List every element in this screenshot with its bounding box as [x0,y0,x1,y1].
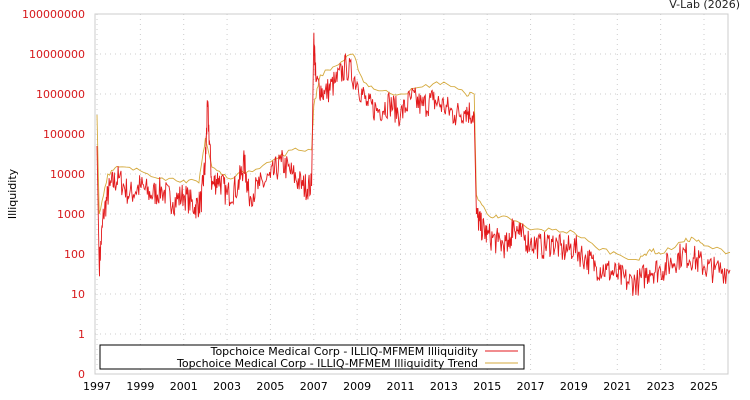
x-axis: 1997 1999 2001 2003 2005 2007 2009 2011 2013 2015… [83,380,718,393]
x-tick-label: 2009 [343,380,371,393]
x-tick-label: 2013 [430,380,458,393]
x-tick-label: 2011 [387,380,415,393]
legend-label-trend: Topchoice Medical Corp - ILLIQ-MFMEM Ill… [176,357,478,370]
grid [95,13,728,375]
x-tick-label: 2005 [256,380,284,393]
legend-label-illiquidity: Topchoice Medical Corp - ILLIQ-MFMEM Ill… [210,345,479,358]
series-line-illiquidity [96,32,731,296]
plot-area [94,13,729,375]
y-tick-label: 0 [78,368,85,381]
y-tick-label: 1 [78,328,85,341]
x-tick-label: 2003 [213,380,241,393]
x-tick-label: 2015 [473,380,501,393]
series-line-trend [96,53,731,261]
series-lines [96,32,731,296]
y-tick-label: 10000 [50,168,85,181]
y-tick-label: 10000000 [29,48,85,61]
y-tick-label: 100 [64,248,85,261]
x-tick-label: 2017 [517,380,545,393]
y-tick-label: 1000000 [36,88,85,101]
y-tick-label: 100000 [43,128,85,141]
x-tick-label: 1999 [126,380,154,393]
x-tick-label: 2023 [647,380,675,393]
y-axis-title: Illiquidity [6,168,19,219]
x-tick-label: 1997 [83,380,111,393]
y-axis: 0 1 10 100 1000 10000 100000 1000000 10000000 100… [22,8,85,381]
x-tick-label: 2025 [690,380,718,393]
x-tick-label: 2007 [300,380,328,393]
legend: Topchoice Medical Corp - ILLIQ-MFMEM Ill… [99,344,525,370]
x-tick-label: 2019 [560,380,588,393]
x-tick-label: 2021 [603,380,631,393]
credit-label: V-Lab (2026) [669,0,740,11]
y-tick-label: 100000000 [22,8,85,21]
y-tick-label: 10 [71,288,85,301]
x-tick-label: 2001 [170,380,198,393]
y-tick-label: 1000 [57,208,85,221]
